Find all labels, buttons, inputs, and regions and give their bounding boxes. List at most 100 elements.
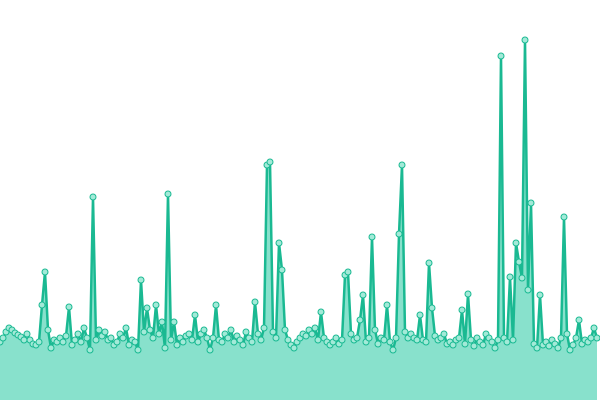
point: [107, 334, 115, 342]
point: [143, 304, 151, 312]
point: [134, 346, 142, 354]
point: [302, 332, 310, 340]
point: [83, 334, 91, 342]
point: [92, 336, 100, 344]
point: [68, 341, 76, 349]
point: [380, 336, 388, 344]
point: [314, 336, 322, 344]
point: [167, 336, 175, 344]
point: [20, 336, 28, 344]
point: [203, 334, 211, 342]
point: [449, 341, 457, 349]
point: [470, 342, 478, 350]
point: [428, 304, 436, 312]
point: [386, 338, 394, 346]
point: [155, 330, 163, 338]
point: [422, 338, 430, 346]
point: [65, 303, 73, 311]
point: [560, 213, 568, 221]
point: [590, 324, 598, 332]
point: [41, 268, 49, 276]
point: [569, 341, 577, 349]
point: [371, 326, 379, 334]
point: [458, 306, 466, 314]
point: [461, 340, 469, 348]
point: [572, 334, 580, 342]
point: [281, 326, 289, 334]
point: [170, 318, 178, 326]
point: [527, 199, 535, 207]
point: [248, 338, 256, 346]
point: [491, 344, 499, 352]
point: [206, 346, 214, 354]
point: [398, 161, 406, 169]
point: [239, 341, 247, 349]
point: [359, 291, 367, 299]
point: [425, 259, 433, 267]
point: [62, 332, 70, 340]
point: [536, 291, 544, 299]
point: [467, 336, 475, 344]
point: [563, 330, 571, 338]
point: [227, 326, 235, 334]
point: [368, 233, 376, 241]
point: [512, 239, 520, 247]
point: [209, 334, 217, 342]
point: [158, 318, 166, 326]
point: [479, 341, 487, 349]
point: [35, 338, 43, 346]
point: [254, 330, 262, 338]
point: [200, 326, 208, 334]
point: [71, 336, 79, 344]
point: [89, 193, 97, 201]
point: [140, 328, 148, 336]
point: [587, 334, 595, 342]
point: [242, 328, 250, 336]
point: [152, 301, 160, 309]
point: [164, 190, 172, 198]
point: [95, 326, 103, 334]
point: [218, 338, 226, 346]
point: [113, 338, 121, 346]
point: [194, 338, 202, 346]
point: [311, 324, 319, 332]
point: [236, 336, 244, 344]
point: [224, 334, 232, 342]
point: [284, 336, 292, 344]
point: [212, 301, 220, 309]
point: [119, 334, 127, 342]
point: [260, 324, 268, 332]
point: [269, 328, 277, 336]
point: [365, 334, 373, 342]
point: [23, 330, 31, 338]
point: [185, 330, 193, 338]
point: [503, 338, 511, 346]
point: [545, 342, 553, 350]
point: [338, 336, 346, 344]
point: [344, 268, 352, 276]
point: [440, 330, 448, 338]
point: [0, 334, 7, 342]
point: [275, 239, 283, 247]
point: [131, 338, 139, 346]
point: [521, 36, 529, 44]
point: [383, 301, 391, 309]
point: [374, 340, 382, 348]
point: [125, 341, 133, 349]
point: [464, 290, 472, 298]
point: [149, 334, 157, 342]
point: [494, 336, 502, 344]
point: [347, 330, 355, 338]
point: [395, 230, 403, 238]
point: [566, 346, 574, 354]
point: [401, 328, 409, 336]
point: [44, 326, 52, 334]
point: [173, 341, 181, 349]
area-fill: [0, 40, 597, 400]
point: [515, 258, 523, 266]
point: [389, 346, 397, 354]
point: [59, 338, 67, 346]
point: [230, 338, 238, 346]
point: [533, 344, 541, 352]
point: [290, 344, 298, 352]
